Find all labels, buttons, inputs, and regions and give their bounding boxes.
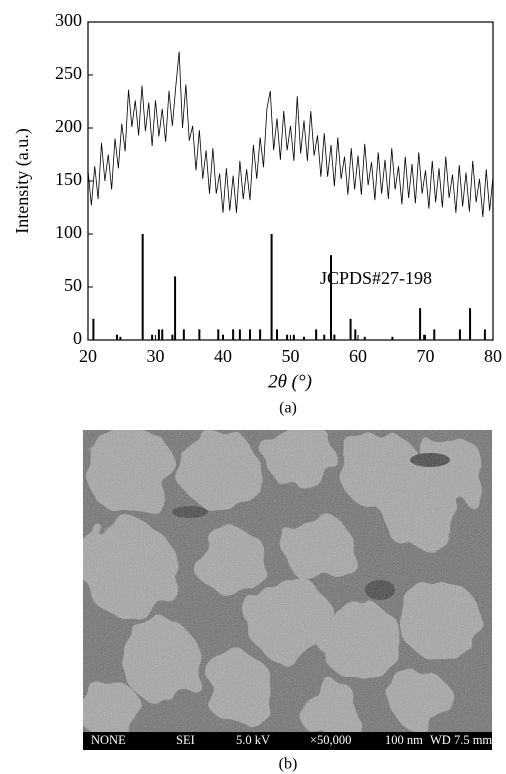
caption: (a) (279, 400, 297, 417)
y-tick-label: 0 (73, 328, 82, 348)
annotation: JCPDS#27-198 (320, 268, 432, 288)
x-tick-label: 40 (214, 346, 232, 366)
x-tick-label: 20 (79, 346, 97, 366)
sem-info-text: 100 nm (385, 733, 423, 747)
caption: (b) (279, 756, 298, 773)
sem-info-text: SEI (176, 733, 195, 747)
sem-info-text: NONE (91, 733, 126, 747)
sem-info-bar (83, 732, 492, 750)
sem-info-text: WD 7.5 mm (430, 733, 492, 747)
y-tick-label: 300 (55, 10, 82, 30)
y-tick-label: 250 (55, 63, 82, 83)
y-tick-label: 200 (55, 116, 82, 136)
y-tick-label: 150 (55, 169, 82, 189)
x-tick-label: 50 (282, 346, 300, 366)
sem-image (83, 430, 492, 732)
sem-info: NONE SEI 5.0 kV ×50,000 100 nm WD 7.5 mm (91, 733, 492, 747)
sem-info-text: 5.0 kV (236, 733, 270, 747)
y-axis-label: Intensity (a.u.) (12, 128, 33, 233)
y-tick-label: 50 (64, 275, 82, 295)
x-tick-label: 80 (484, 346, 502, 366)
x-axis-label: 2θ (°) (268, 371, 312, 392)
x-tick-label: 30 (147, 346, 165, 366)
y-tick-label: 100 (55, 222, 82, 242)
xrd-line (87, 51, 494, 218)
x-tick-label: 70 (417, 346, 435, 366)
x-tick-label: 60 (349, 346, 367, 366)
sem-info-text: ×50,000 (310, 733, 351, 747)
plot-frame (87, 21, 494, 341)
